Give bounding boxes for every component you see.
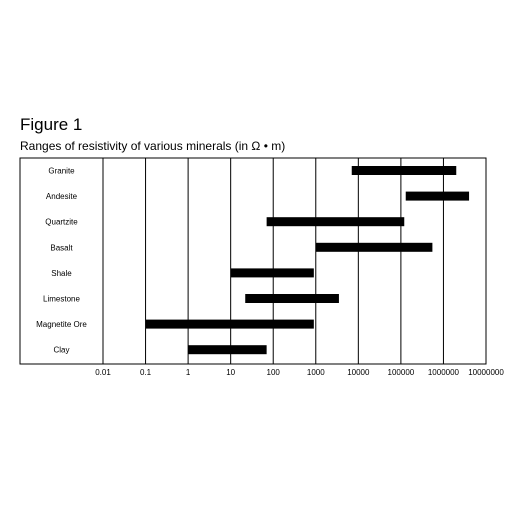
range-bars: [145, 166, 470, 355]
range-bar-limestone: [245, 294, 339, 303]
category-label: Granite: [48, 167, 75, 176]
category-label: Quartzite: [45, 218, 78, 227]
chart-title: Ranges of resistivity of various mineral…: [20, 139, 286, 153]
figure-label: Figure 1: [20, 115, 83, 134]
x-tick-label: 100: [267, 368, 281, 377]
category-label: Limestone: [43, 295, 80, 304]
range-bar-andesite: [405, 191, 470, 201]
range-bar-basalt: [315, 242, 433, 252]
x-tick-label: 1: [186, 368, 191, 377]
grid-lines: [102, 158, 487, 364]
range-bar-quartzite: [266, 217, 405, 227]
x-tick-label: 0.1: [140, 368, 152, 377]
x-tick-labels: 0.01 0.1 1 10 100 1000 10000 100000 1000000 10000…: [95, 368, 504, 377]
category-label: Andesite: [46, 192, 78, 201]
range-bar-clay: [188, 345, 267, 355]
x-tick-label: 10: [226, 368, 235, 377]
category-label: Shale: [51, 269, 72, 278]
category-label: Basalt: [50, 243, 73, 252]
range-bar-granite: [351, 166, 457, 175]
x-tick-label: 100000: [388, 368, 415, 377]
category-label: Clay: [53, 346, 69, 355]
range-bar-shale: [230, 268, 314, 278]
x-tick-label: 1000000: [428, 368, 460, 377]
x-tick-label: 1000: [307, 368, 325, 377]
x-tick-label: 0.01: [95, 368, 111, 377]
x-tick-label: 10000: [347, 368, 370, 377]
range-bar-magnetite-ore: [145, 319, 314, 329]
plot-frame: [19, 157, 487, 365]
category-labels: Granite Andesite Quartzite Basalt Shale Limes…: [36, 167, 87, 355]
x-tick-label: 10000000: [468, 368, 504, 377]
category-label: Magnetite Ore: [36, 320, 87, 329]
